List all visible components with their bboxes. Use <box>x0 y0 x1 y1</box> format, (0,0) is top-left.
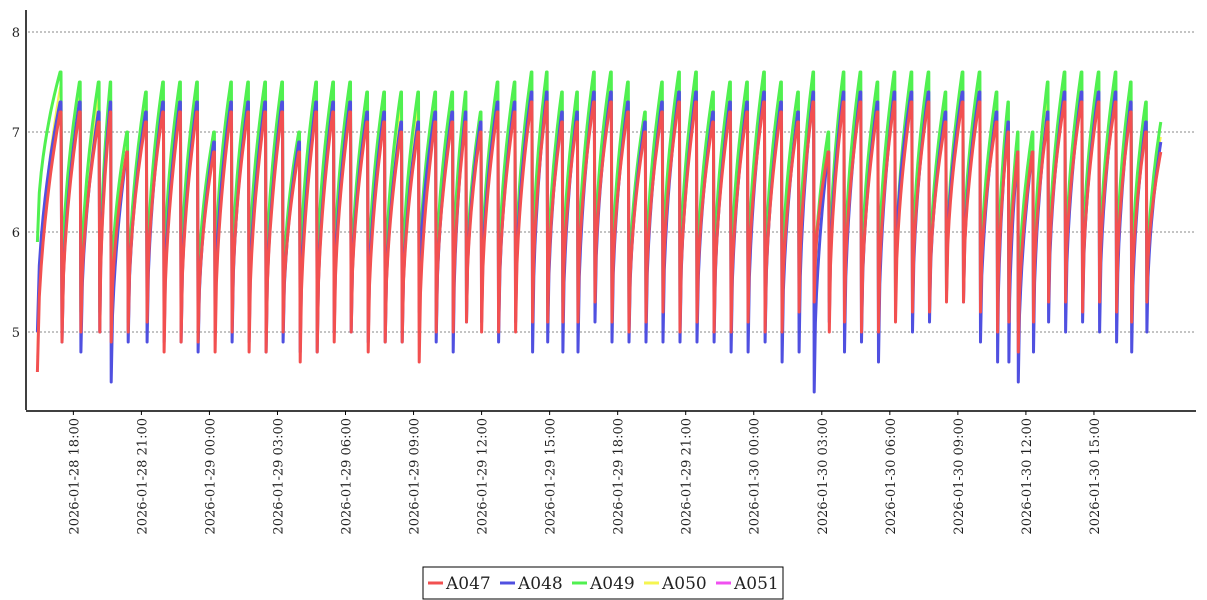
x-tick-label: 2026-01-28 18:00 <box>67 418 82 535</box>
x-tick-label: 2026-01-28 21:00 <box>135 418 150 535</box>
legend-label-a048: A048 <box>517 574 563 594</box>
x-tick-label: 2026-01-29 00:00 <box>203 418 218 535</box>
x-tick-label: 2026-01-30 03:00 <box>816 418 831 535</box>
legend-label-a047: A047 <box>445 574 491 594</box>
x-tick-label: 2026-01-29 12:00 <box>476 418 491 535</box>
y-tick-label: 5 <box>12 326 20 341</box>
x-tick-label: 2026-01-30 12:00 <box>1020 418 1035 535</box>
x-tick-label: 2026-01-29 18:00 <box>612 418 627 535</box>
legend-label-a049: A049 <box>589 574 635 594</box>
y-tick-label: 6 <box>12 226 20 241</box>
legend-label-a050: A050 <box>661 574 707 594</box>
series-line-a049 <box>35 70 1163 324</box>
legend-label-a051: A051 <box>733 574 779 594</box>
series-line-a047 <box>35 100 1163 373</box>
x-tick-label: 2026-01-30 00:00 <box>748 418 763 535</box>
x-tick-label: 2026-01-29 09:00 <box>408 418 423 535</box>
series-layer <box>35 70 1163 394</box>
x-tick-label: 2026-01-29 21:00 <box>680 418 695 535</box>
x-tick-label: 2026-01-29 15:00 <box>544 418 559 535</box>
y-tick-label: 7 <box>12 126 20 141</box>
y-tick-label: 8 <box>12 26 20 41</box>
x-tick-label: 2026-01-30 06:00 <box>884 418 899 535</box>
x-tick-label: 2026-01-30 09:00 <box>952 418 967 535</box>
series-line-a048 <box>35 90 1163 394</box>
axis-layer: 5 6 7 8 2026-01-28 18:00 2026-01-28 21:00 2026… <box>12 10 1196 535</box>
x-tick-label: 2026-01-29 06:00 <box>340 418 355 535</box>
legend: A047 A048 A049 A050 A051 <box>422 566 784 600</box>
legend-box <box>422 566 784 600</box>
x-tick-label: 2026-01-30 15:00 <box>1088 418 1103 535</box>
x-tick-label: 2026-01-29 03:00 <box>271 418 286 535</box>
